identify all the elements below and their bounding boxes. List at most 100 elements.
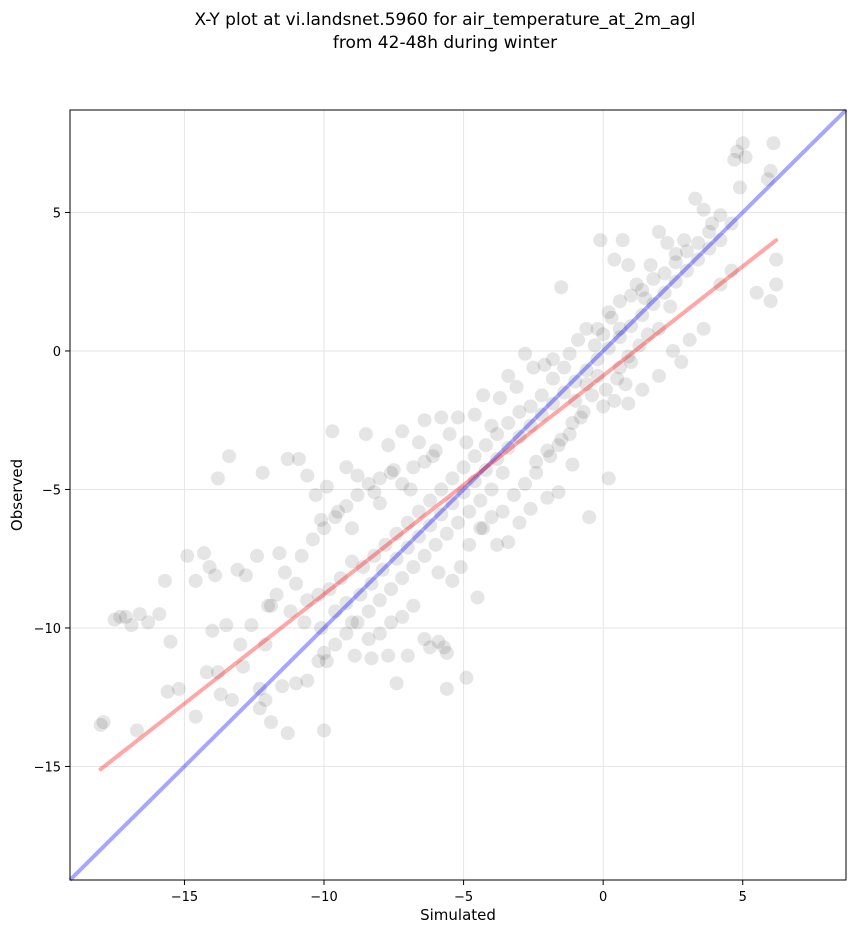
x-tick-label-1: −10 (310, 890, 337, 905)
data-point-249 (317, 521, 332, 536)
data-point-228 (378, 537, 393, 552)
data-point-53 (381, 438, 396, 453)
data-point-290 (632, 338, 647, 353)
data-point-161 (328, 604, 343, 619)
data-point-33 (291, 451, 306, 466)
data-point-204 (612, 360, 627, 375)
data-point-157 (261, 598, 276, 613)
data-point-73 (545, 352, 560, 367)
data-point-178 (523, 418, 538, 433)
data-point-48 (344, 521, 359, 536)
data-point-171 (445, 496, 460, 511)
data-point-116 (651, 368, 666, 383)
data-point-223 (339, 626, 354, 641)
data-point-242 (322, 582, 337, 597)
data-point-82 (593, 233, 608, 248)
data-point-35 (258, 637, 273, 652)
data-point-72 (537, 357, 552, 372)
data-point-117 (635, 382, 650, 397)
data-point-132 (470, 590, 485, 605)
data-point-169 (423, 518, 438, 533)
data-point-105 (766, 136, 781, 151)
data-point-84 (615, 233, 630, 248)
data-point-152 (236, 659, 251, 674)
data-point-15 (188, 573, 203, 588)
data-point-183 (579, 363, 594, 378)
data-point-23 (219, 618, 234, 633)
data-point-154 (205, 623, 220, 638)
data-point-38 (263, 715, 278, 730)
data-point-167 (400, 540, 415, 555)
data-point-291 (495, 504, 510, 519)
data-point-65 (476, 388, 491, 403)
data-point-37 (258, 692, 273, 707)
data-point-12 (160, 684, 175, 699)
data-point-192 (679, 263, 694, 278)
data-point-110 (724, 263, 739, 278)
data-point-143 (364, 651, 379, 666)
data-point-64 (467, 407, 482, 422)
data-point-146 (319, 654, 334, 669)
chart-subtitle: from 42-48h during winter (333, 33, 557, 53)
data-point-151 (252, 701, 267, 716)
data-point-213 (451, 515, 465, 530)
data-point-86 (629, 277, 644, 292)
data-point-94 (696, 202, 711, 217)
data-point-295 (395, 609, 410, 624)
data-point-10 (157, 573, 172, 588)
y-tick-label-4: 5 (53, 206, 61, 221)
data-point-237 (478, 438, 493, 453)
data-point-226 (356, 560, 371, 575)
data-point-294 (406, 598, 421, 613)
data-point-44 (319, 479, 334, 494)
data-point-45 (325, 424, 340, 439)
data-point-190 (657, 285, 672, 300)
data-point-135 (437, 640, 452, 655)
data-point-18 (208, 568, 223, 583)
data-point-258 (417, 454, 432, 469)
data-point-179 (534, 407, 549, 422)
data-point-166 (389, 551, 404, 566)
data-point-118 (621, 396, 636, 411)
data-point-278 (651, 321, 666, 336)
data-point-218 (395, 571, 410, 586)
data-point-42 (308, 488, 323, 502)
data-point-125 (512, 515, 527, 530)
data-point-159 (297, 615, 312, 630)
grid (70, 110, 846, 880)
data-point-272 (668, 255, 683, 270)
data-point-107 (769, 277, 784, 292)
data-point-254 (372, 471, 387, 486)
data-point-115 (674, 355, 689, 370)
data-point-112 (696, 321, 711, 336)
data-point-79 (596, 327, 611, 342)
data-point-286 (576, 404, 591, 419)
data-point-175 (490, 451, 505, 466)
data-point-13 (171, 681, 186, 696)
data-point-210 (484, 482, 499, 497)
data-point-63 (459, 435, 474, 450)
data-point-293 (473, 521, 488, 536)
data-point-66 (484, 418, 499, 433)
data-point-9 (152, 607, 167, 622)
data-point-253 (361, 476, 376, 491)
data-point-32 (280, 451, 295, 466)
data-point-236 (467, 449, 482, 464)
data-point-248 (305, 532, 320, 547)
data-point-134 (439, 645, 454, 660)
data-point-22 (224, 692, 239, 707)
data-point-208 (568, 393, 583, 408)
data-point-198 (618, 377, 633, 392)
data-point-30 (263, 598, 278, 613)
data-point-186 (612, 330, 627, 345)
data-point-41 (300, 468, 315, 483)
data-point-156 (244, 618, 259, 633)
identity-line (68, 108, 848, 882)
data-point-0 (93, 717, 108, 732)
data-point-239 (501, 415, 516, 430)
data-point-122 (551, 485, 566, 500)
data-point-102 (735, 136, 750, 151)
data-point-256 (395, 476, 410, 491)
data-point-280 (517, 476, 532, 491)
